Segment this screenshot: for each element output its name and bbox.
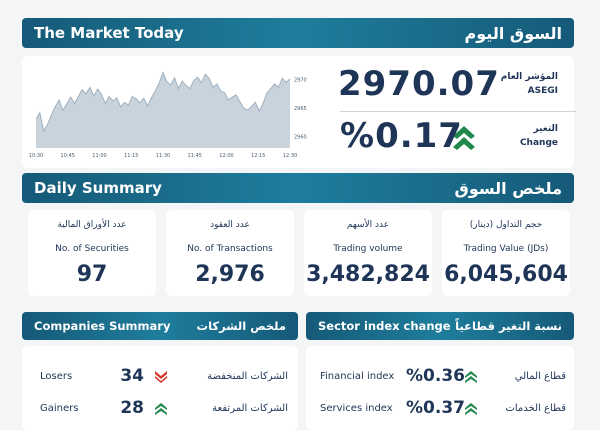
x-tick-label: 12:00 [219, 153, 233, 159]
index-value: 2970.07 [338, 64, 500, 104]
losers-label: Losers [40, 370, 73, 382]
x-tick-label: 11:45 [188, 153, 202, 159]
tile-label-en: Trading Value (JDs) [463, 244, 549, 254]
market-overview-card: 10:30 10:45 11:00 11:15 11:30 11:45 12:00 12:15… [22, 56, 576, 168]
services-label-ar: قطاع الخدمات [505, 402, 566, 414]
x-tick-label: 11:00 [92, 153, 106, 159]
companies-panel [22, 346, 298, 430]
companies-summary-header: Companies Summary ملخص الشركات [22, 312, 298, 340]
index-area [36, 72, 290, 148]
market-today-title-ar: السوق اليوم [464, 23, 562, 43]
sector-title-ar: نسبة التغير قطاعياً [455, 319, 562, 333]
divider [340, 111, 576, 112]
index-label: المؤشر العام ASEGI [501, 70, 558, 98]
x-tick-label: 11:30 [156, 153, 170, 159]
x-tick-label: 11:15 [124, 153, 138, 159]
daily-summary-title-ar: ملخص السوق [454, 178, 562, 198]
tile-label-ar: عدد الأسهم [346, 220, 390, 230]
index-label-en: ASEGI [527, 86, 558, 96]
tile-value: 3,482,824 [306, 262, 430, 287]
tile-label-ar: عدد العقود [210, 220, 250, 230]
x-tick-label: 12:30 [283, 153, 297, 159]
gainers-label: Gainers [40, 402, 79, 414]
sector-title-en: Sector index change [318, 319, 451, 333]
gainers-label-ar: الشركات المرتفعة [212, 402, 288, 414]
market-today-header: The Market Today السوق اليوم [22, 18, 574, 48]
financial-row: Financial index %0.36 قطاع المالي [320, 366, 566, 386]
services-row: Services index %0.37 قطاع الخدمات [320, 398, 566, 418]
tile-value: 97 [76, 262, 108, 287]
companies-title-en: Companies Summary [34, 319, 171, 333]
transactions-tile: عدد العقود No. of Transactions 2,976 [166, 210, 294, 296]
losers-count: 34 [120, 366, 144, 386]
tile-label-en: No. of Securities [55, 244, 129, 254]
tile-label-ar: حجم التداول (دينار) [469, 220, 543, 230]
x-tick-label: 10:30 [29, 153, 43, 159]
daily-summary-header: Daily Summary ملخص السوق [22, 173, 574, 203]
tile-label-en: No. of Transactions [187, 244, 273, 254]
securities-tile: عدد الأوراق المالية No. of Securities 97 [28, 210, 156, 296]
y-tick-label: 2960 [294, 135, 307, 141]
services-label: Services index [320, 402, 393, 414]
gainers-count: 28 [120, 398, 144, 418]
financial-label-ar: قطاع المالي [514, 370, 566, 382]
down-chevron-icon [144, 369, 178, 383]
sector-panel [306, 346, 574, 430]
up-chevron-icon [144, 401, 178, 415]
index-line [35, 71, 291, 133]
index-label-ar: المؤشر العام [500, 72, 558, 82]
up-chevron-icon [450, 122, 478, 152]
index-chart: 10:30 10:45 11:00 11:15 11:30 11:45 12:00 12:15… [22, 56, 310, 168]
change-label-en: Change [519, 138, 558, 148]
up-chevron-icon [456, 369, 486, 383]
volume-tile: عدد الأسهم Trading volume 3,482,824 [304, 210, 432, 296]
tile-label-en: Trading volume [333, 244, 403, 254]
losers-row: Losers 34 الشركات المنخفضة [40, 366, 288, 386]
financial-change: %0.36 [406, 366, 465, 386]
up-chevron-icon [456, 401, 486, 415]
x-tick-label: 12:15 [251, 153, 265, 159]
change-value: %0.17 [340, 116, 463, 156]
y-tick-label: 2970 [294, 77, 307, 83]
gainers-row: Gainers 28 الشركات المرتفعة [40, 398, 288, 418]
tile-label-ar: عدد الأوراق المالية [57, 220, 127, 230]
daily-summary-title-en: Daily Summary [34, 179, 162, 197]
change-label: التغير Change [520, 122, 558, 150]
index-area-chart: 10:30 10:45 11:00 11:15 11:30 11:45 12:00 12:15… [29, 71, 307, 159]
companies-title-ar: ملخص الشركات [196, 319, 286, 333]
tile-value: 6,045,604 [444, 262, 568, 287]
tile-value: 2,976 [195, 262, 265, 287]
losers-label-ar: الشركات المنخفضة [207, 370, 288, 382]
services-change: %0.37 [406, 398, 465, 418]
sector-change-header: Sector index change نسبة التغير قطاعياً [306, 312, 574, 340]
market-today-title-en: The Market Today [34, 24, 184, 42]
value-tile: حجم التداول (دينار) Trading Value (JDs) … [442, 210, 570, 296]
financial-label: Financial index [320, 370, 395, 382]
change-label-ar: التغير [533, 124, 559, 134]
y-tick-label: 2965 [294, 106, 307, 112]
x-tick-label: 10:45 [61, 153, 75, 159]
